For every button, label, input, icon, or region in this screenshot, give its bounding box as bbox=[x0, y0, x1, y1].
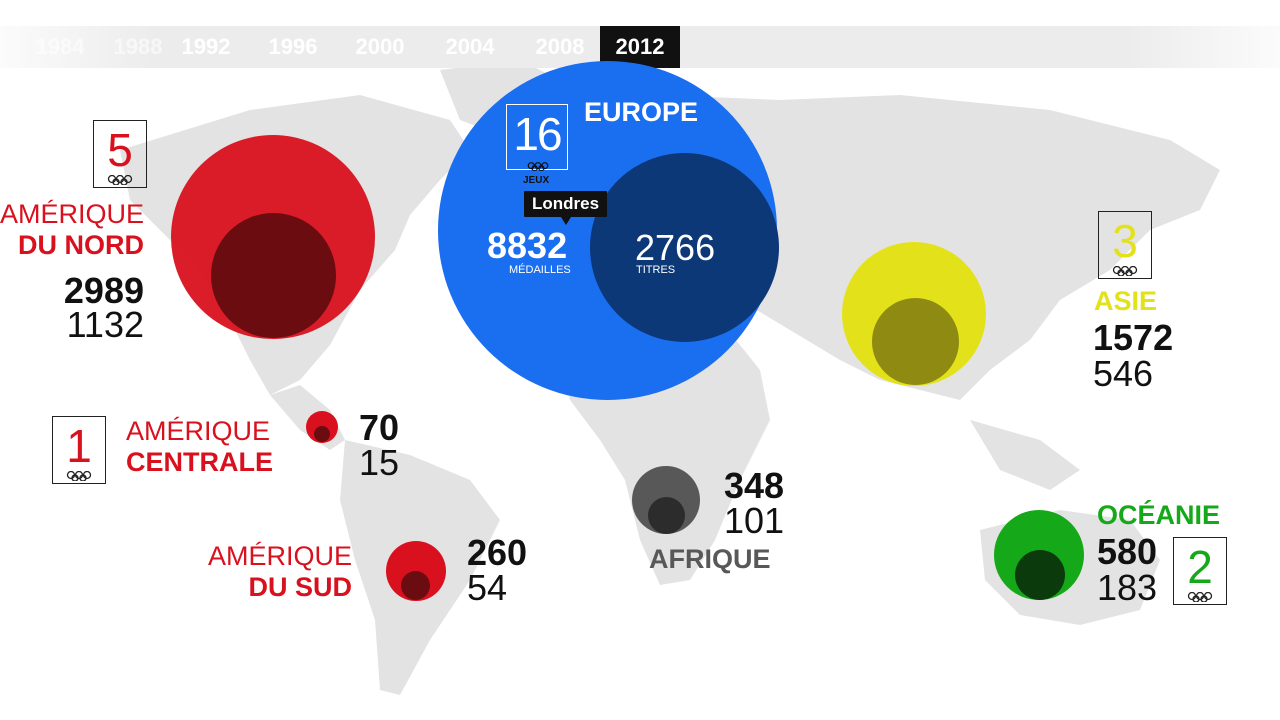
africa-medals: 348 bbox=[724, 465, 785, 506]
olympic-rings-icon bbox=[527, 162, 549, 171]
olympic-rings-icon bbox=[1187, 592, 1213, 602]
north-america-name-line1: AMÉRIQUE bbox=[0, 199, 144, 229]
oceania-medals: 580 bbox=[1097, 531, 1158, 572]
europe-titles: 2766 bbox=[635, 227, 716, 268]
oceania-titles: 183 bbox=[1097, 567, 1158, 608]
europe-titles-circle bbox=[590, 153, 779, 342]
north-america-name: AMÉRIQUE DU NORD bbox=[0, 199, 144, 261]
asia-games-count: 3 bbox=[1112, 215, 1138, 267]
asia-name: ASIE bbox=[1094, 286, 1158, 316]
south-america-name: AMÉRIQUE DU SUD bbox=[192, 541, 352, 603]
map-se-asia bbox=[970, 420, 1080, 490]
europe-games-count: 16 bbox=[513, 108, 562, 160]
central-america-games-count: 1 bbox=[66, 420, 92, 472]
asia-titles-circle bbox=[872, 298, 959, 385]
year-timeline: 1984 1988 1992 1996 2000 2004 2008 2012 bbox=[0, 26, 1280, 68]
north-america-games-box: 5 bbox=[93, 120, 147, 188]
africa-name: AFRIQUE bbox=[649, 544, 771, 574]
south-america-name-line2: DU SUD bbox=[248, 572, 352, 603]
host-city-callout: Londres bbox=[524, 191, 608, 225]
europe-titles-label: TITRES bbox=[636, 264, 676, 276]
oceania-games-box: 2 bbox=[1173, 537, 1227, 605]
olympic-rings-icon bbox=[66, 471, 92, 481]
north-america-name-line2: DU NORD bbox=[18, 230, 144, 261]
asia-medals: 1572 bbox=[1093, 317, 1174, 358]
oceania-titles-circle bbox=[1015, 550, 1065, 600]
central-america-medals: 70 bbox=[359, 407, 400, 448]
central-america-titles-circle bbox=[314, 426, 330, 442]
olympic-rings-icon bbox=[1112, 266, 1138, 276]
africa-titles-circle bbox=[648, 497, 685, 534]
south-america-medals: 260 bbox=[467, 532, 528, 573]
europe-medals: 8832 bbox=[487, 225, 568, 266]
europe-name: EUROPE bbox=[584, 97, 699, 127]
oceania-games-count: 2 bbox=[1187, 541, 1213, 593]
asia-titles: 546 bbox=[1093, 353, 1154, 394]
europe-games-box: 16 bbox=[506, 104, 568, 170]
asia-games-box: 3 bbox=[1098, 211, 1152, 279]
europe-medals-label: MÉDAILLES bbox=[509, 264, 571, 276]
central-america-name-line1: AMÉRIQUE bbox=[126, 416, 271, 446]
south-america-titles: 54 bbox=[467, 567, 508, 608]
year-1988[interactable]: 1988 bbox=[113, 34, 163, 59]
olympic-rings-icon bbox=[107, 175, 133, 185]
central-america-games-box: 1 bbox=[52, 416, 106, 484]
north-america-titles-circle bbox=[211, 213, 336, 338]
year-1996[interactable]: 1996 bbox=[268, 34, 318, 59]
africa-titles: 101 bbox=[724, 500, 785, 541]
north-america-medals: 2989 bbox=[63, 270, 144, 311]
north-america-titles: 1132 bbox=[66, 304, 144, 345]
year-2008[interactable]: 2008 bbox=[535, 34, 585, 59]
south-america-name-line1: AMÉRIQUE bbox=[207, 541, 352, 571]
year-2004[interactable]: 2004 bbox=[445, 34, 495, 59]
oceania-name: OCÉANIE bbox=[1097, 500, 1221, 530]
central-america-name: AMÉRIQUE CENTRALE bbox=[126, 416, 273, 478]
central-america-name-line2: CENTRALE bbox=[126, 447, 273, 478]
year-2000[interactable]: 2000 bbox=[355, 34, 405, 59]
year-1992[interactable]: 1992 bbox=[181, 34, 231, 59]
europe-games-label: JEUX bbox=[523, 175, 550, 186]
central-america-titles: 15 bbox=[359, 442, 400, 483]
south-america-titles-circle bbox=[401, 571, 430, 600]
year-1984[interactable]: 1984 bbox=[35, 34, 85, 59]
north-america-games-count: 5 bbox=[107, 124, 133, 176]
